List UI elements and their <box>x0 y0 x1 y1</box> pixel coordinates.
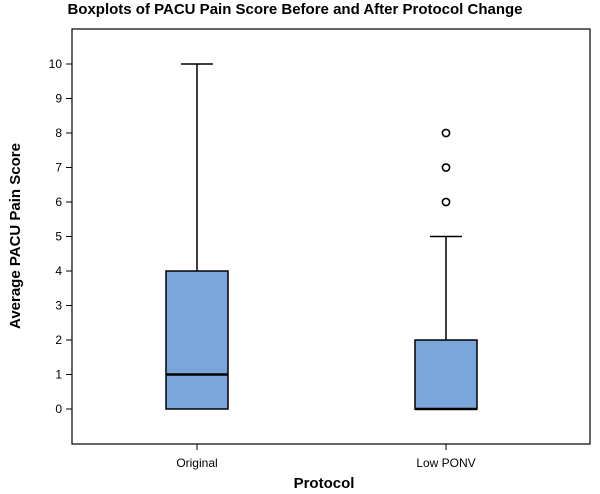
y-tick-label: 8 <box>55 126 62 140</box>
y-tick-label: 6 <box>55 195 62 209</box>
x-axis-title: Protocol <box>294 475 355 492</box>
y-axis: 0 1 2 3 4 5 6 7 8 9 10 <box>49 57 72 416</box>
outlier-point <box>441 197 451 207</box>
y-tick-label: 7 <box>55 161 62 175</box>
chart-title: Boxplots of PACU Pain Score Before and A… <box>67 1 522 18</box>
plot-frame <box>71 28 591 445</box>
box-group <box>414 128 478 411</box>
outlier-point <box>441 163 451 172</box>
y-tick-label: 2 <box>55 333 62 347</box>
box-group <box>165 63 229 410</box>
y-tick-label: 9 <box>55 92 62 106</box>
boxes <box>165 63 478 411</box>
y-tick-label: 1 <box>55 368 62 382</box>
iqr-box <box>165 270 229 410</box>
x-tick-label: Original <box>176 456 217 470</box>
iqr-box <box>414 339 478 410</box>
y-tick-label: 3 <box>55 299 62 313</box>
y-tick-label: 5 <box>55 230 62 244</box>
x-axis: Original Low PONV <box>176 444 476 470</box>
y-tick-label: 0 <box>55 402 62 416</box>
y-axis-title: Average PACU Pain Score <box>7 143 24 329</box>
x-tick-label: Low PONV <box>416 456 475 470</box>
y-tick-label: 10 <box>49 57 63 71</box>
y-tick-label: 4 <box>55 264 62 278</box>
outlier-point <box>441 128 451 138</box>
